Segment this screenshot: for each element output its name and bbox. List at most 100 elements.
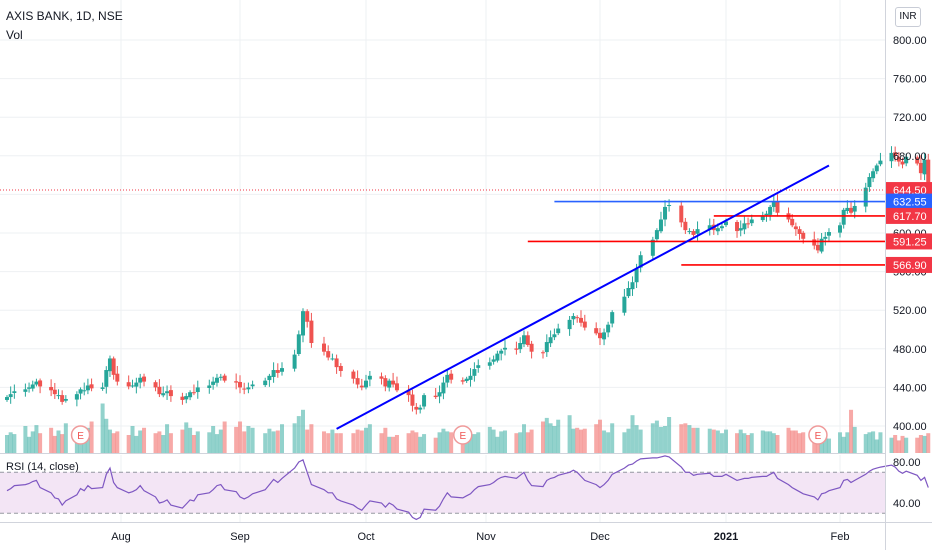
volume-bar <box>309 424 314 453</box>
symbol-title[interactable]: AXIS BANK, 1D, NSE <box>6 9 123 23</box>
volume-bar <box>544 417 549 453</box>
candle-body <box>157 386 162 395</box>
candle-body <box>74 394 79 400</box>
volume-bar <box>351 433 356 453</box>
volume-bar <box>579 429 583 453</box>
volume-bar <box>715 430 720 453</box>
candle-body <box>529 343 534 352</box>
candle-body <box>82 390 87 392</box>
candle-body <box>383 378 388 387</box>
volume-bar <box>441 428 446 453</box>
candle-body <box>797 229 802 234</box>
candle-body <box>238 381 242 388</box>
volume-bar <box>238 421 242 453</box>
volume-bar <box>896 440 901 453</box>
candle-body <box>222 375 227 381</box>
candle-body <box>78 389 83 394</box>
volume-bar <box>391 436 396 453</box>
candle-body <box>134 382 139 387</box>
volume-bar <box>525 432 530 453</box>
candle-body <box>464 378 469 382</box>
candle-body <box>826 232 831 236</box>
volume-bar <box>735 433 740 453</box>
price-tag <box>886 233 932 250</box>
volume-bar <box>153 433 158 453</box>
candle-body <box>184 396 189 400</box>
price-tick-label: 760.00 <box>893 74 927 86</box>
candle-body <box>406 390 411 396</box>
candle-body <box>142 376 147 382</box>
candle-body <box>85 385 90 391</box>
candle-body <box>735 221 740 232</box>
candle-body <box>838 225 842 233</box>
volume-bar <box>367 424 372 453</box>
volume-bar <box>157 431 162 453</box>
price-tag-label: 566.90 <box>893 260 927 272</box>
candle-body <box>719 226 724 229</box>
volume-bar <box>472 434 477 453</box>
candle-body <box>191 392 196 394</box>
candle-body <box>5 397 9 400</box>
candle-body <box>918 162 923 174</box>
volume-bar <box>658 426 663 453</box>
candle-body <box>153 382 158 388</box>
volume-bar <box>771 433 776 453</box>
volume-bar <box>738 429 743 453</box>
candle-body <box>849 207 854 213</box>
volume-bar <box>234 426 239 453</box>
candle-body <box>250 384 255 387</box>
candle-body <box>391 380 396 385</box>
candle-body <box>460 380 465 382</box>
volume-bar <box>606 432 611 453</box>
candle-body <box>812 239 817 246</box>
candle-body <box>364 380 368 388</box>
candle-body <box>322 343 326 352</box>
candle-body <box>863 187 868 207</box>
candle-body <box>571 315 576 320</box>
volume-bar <box>130 426 135 453</box>
volume-bar <box>60 434 65 453</box>
candle-body <box>606 324 611 333</box>
candle-body <box>691 231 696 235</box>
candle-body <box>351 371 356 379</box>
volume-bar <box>406 433 411 453</box>
volume-bar <box>414 432 419 453</box>
volume-bar <box>338 433 343 453</box>
price-tag <box>886 193 932 210</box>
candle-body <box>414 406 419 410</box>
volume-bar <box>38 433 43 453</box>
price-tag <box>886 256 932 273</box>
price-tick-label: 440.00 <box>893 382 927 394</box>
candle-body <box>214 377 219 383</box>
candle-body <box>746 223 751 225</box>
volume-bar <box>793 430 798 453</box>
candle-body <box>495 353 500 361</box>
volume-bar <box>707 428 712 453</box>
candle-body <box>610 312 615 324</box>
candle-body <box>742 223 747 230</box>
candle-body <box>433 395 438 398</box>
candle-body <box>598 332 602 339</box>
candle-body <box>27 387 32 389</box>
volume-bar <box>790 430 795 453</box>
volume-bar <box>138 430 143 453</box>
time-tick-label: Oct <box>357 531 374 543</box>
currency-button[interactable]: INR <box>895 7 921 27</box>
candle-body <box>724 221 728 226</box>
candle-body <box>768 206 773 215</box>
volume-bar <box>900 435 905 453</box>
volume-bar <box>383 427 388 453</box>
candle-body <box>878 160 883 165</box>
volume-bar <box>52 435 57 453</box>
volume-label[interactable]: Vol <box>6 28 23 42</box>
candle-body <box>437 392 442 397</box>
rsi-label[interactable]: RSI (14, close) <box>6 461 79 473</box>
candle-body <box>63 398 68 401</box>
candle-body <box>663 206 668 220</box>
candle-body <box>168 390 173 397</box>
volume-bar <box>34 425 39 453</box>
candle-body <box>491 359 496 362</box>
volume-bar <box>867 432 872 453</box>
candle-body <box>296 334 301 355</box>
